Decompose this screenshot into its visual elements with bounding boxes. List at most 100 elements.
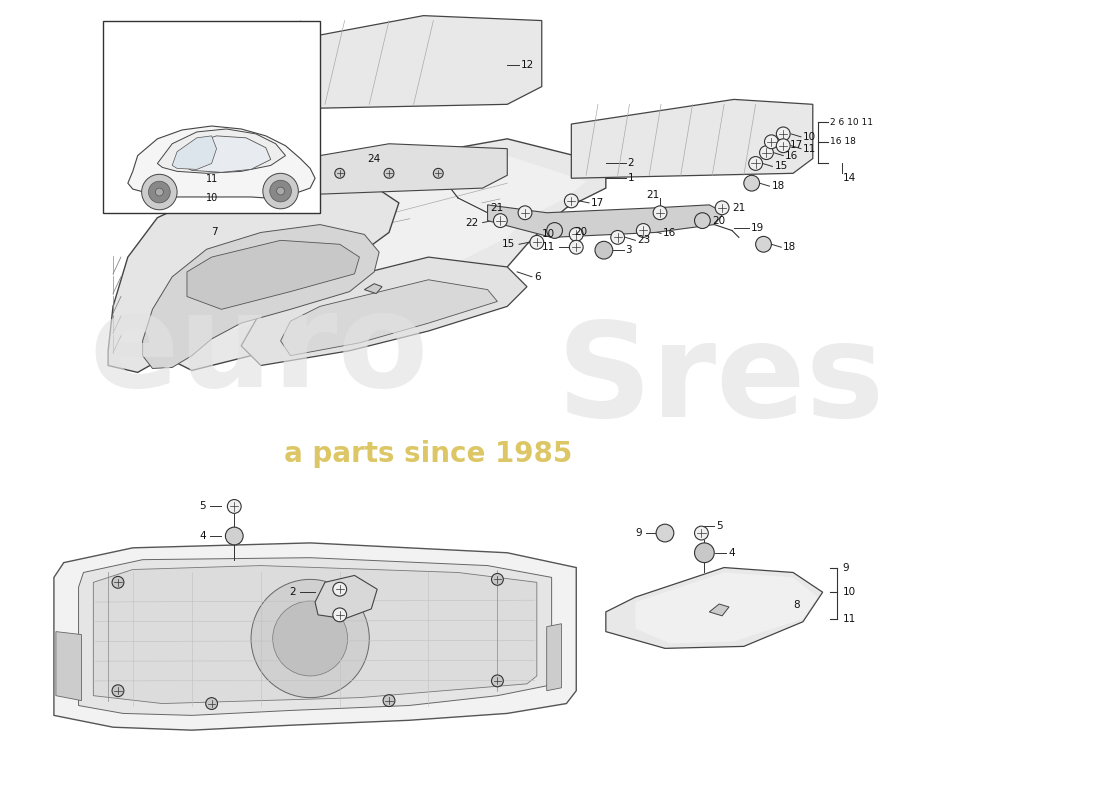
Polygon shape: [143, 139, 606, 370]
Polygon shape: [571, 99, 813, 178]
Text: 4: 4: [199, 531, 206, 541]
Polygon shape: [280, 280, 497, 356]
Text: 18: 18: [207, 157, 219, 166]
Text: 15: 15: [502, 239, 515, 250]
Circle shape: [155, 188, 163, 196]
Text: 21: 21: [732, 203, 745, 213]
Text: 20: 20: [713, 216, 725, 226]
Text: 15: 15: [774, 162, 788, 171]
Circle shape: [744, 175, 760, 191]
Circle shape: [383, 694, 395, 706]
Polygon shape: [177, 136, 271, 172]
Text: 4: 4: [728, 548, 735, 558]
Text: 16 18: 16 18: [829, 138, 856, 146]
Text: 24: 24: [367, 154, 381, 163]
Polygon shape: [187, 240, 360, 310]
Polygon shape: [128, 126, 315, 198]
Polygon shape: [217, 144, 507, 198]
Circle shape: [653, 206, 667, 220]
Text: 17: 17: [591, 198, 604, 208]
Text: 2: 2: [627, 158, 634, 169]
Circle shape: [296, 168, 305, 178]
Text: 5: 5: [716, 521, 723, 531]
Polygon shape: [143, 225, 380, 369]
Circle shape: [570, 240, 583, 254]
Polygon shape: [315, 575, 377, 618]
Polygon shape: [157, 129, 286, 174]
Text: 16: 16: [663, 229, 676, 238]
Text: 10: 10: [541, 230, 554, 239]
Circle shape: [570, 227, 583, 242]
Circle shape: [276, 187, 285, 195]
Circle shape: [694, 213, 711, 229]
Circle shape: [637, 223, 650, 238]
Text: a parts since 1985: a parts since 1985: [284, 440, 573, 468]
Polygon shape: [364, 284, 382, 294]
Circle shape: [333, 582, 346, 596]
Circle shape: [256, 168, 266, 178]
Text: 10: 10: [803, 132, 816, 142]
Text: 7: 7: [211, 227, 218, 238]
Circle shape: [656, 524, 674, 542]
Circle shape: [694, 543, 714, 562]
Circle shape: [777, 139, 790, 153]
Text: 11: 11: [843, 614, 856, 624]
Text: 10: 10: [207, 193, 219, 203]
Polygon shape: [710, 604, 729, 616]
Text: 9: 9: [636, 528, 642, 538]
Text: euro: euro: [89, 287, 428, 414]
Text: 16: 16: [785, 150, 799, 161]
Circle shape: [270, 170, 282, 182]
Text: 6: 6: [534, 272, 540, 282]
Text: 21: 21: [647, 190, 660, 200]
Circle shape: [228, 499, 241, 514]
Circle shape: [226, 527, 243, 545]
Circle shape: [142, 174, 177, 210]
Circle shape: [749, 157, 762, 170]
Circle shape: [756, 236, 771, 252]
Polygon shape: [241, 257, 527, 366]
Text: 19: 19: [750, 222, 764, 233]
Circle shape: [694, 526, 708, 540]
Text: 5: 5: [199, 502, 206, 511]
Circle shape: [518, 206, 532, 220]
Circle shape: [494, 214, 507, 227]
Polygon shape: [606, 567, 823, 648]
Circle shape: [547, 222, 562, 238]
Polygon shape: [167, 155, 586, 339]
Circle shape: [251, 579, 370, 698]
Text: 1: 1: [627, 174, 634, 183]
Circle shape: [564, 194, 579, 208]
Text: 12: 12: [521, 60, 535, 70]
Circle shape: [492, 675, 504, 686]
Circle shape: [333, 608, 346, 622]
Text: 11: 11: [207, 174, 219, 184]
Polygon shape: [54, 543, 576, 730]
Circle shape: [334, 168, 344, 178]
Circle shape: [760, 146, 773, 159]
Text: 11: 11: [541, 242, 554, 252]
Text: 21: 21: [491, 203, 504, 213]
Text: 10: 10: [843, 587, 856, 597]
Circle shape: [595, 242, 613, 259]
Circle shape: [254, 184, 267, 198]
Circle shape: [610, 230, 625, 244]
Circle shape: [206, 698, 218, 710]
Text: 20: 20: [574, 227, 587, 238]
Text: 8: 8: [793, 600, 800, 610]
Text: 14: 14: [843, 174, 856, 183]
Text: 18: 18: [783, 242, 796, 252]
Circle shape: [112, 685, 124, 697]
Text: 18: 18: [771, 181, 784, 191]
Bar: [103, 21, 320, 213]
Polygon shape: [636, 573, 817, 643]
Circle shape: [715, 201, 729, 214]
Circle shape: [273, 601, 348, 676]
Text: 2: 2: [289, 587, 296, 597]
Circle shape: [263, 174, 298, 209]
Text: 9: 9: [843, 562, 849, 573]
Polygon shape: [266, 16, 542, 110]
Polygon shape: [56, 632, 81, 701]
Text: 11: 11: [803, 144, 816, 154]
Polygon shape: [94, 566, 537, 703]
